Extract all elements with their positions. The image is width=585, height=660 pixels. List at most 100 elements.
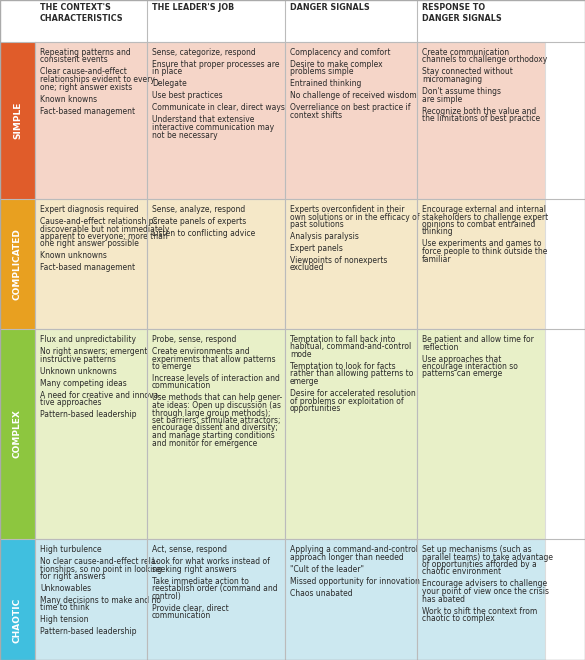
- Text: Probe, sense, respond: Probe, sense, respond: [152, 335, 236, 344]
- Text: Ensure that proper processes are: Ensure that proper processes are: [152, 60, 280, 69]
- Text: High tension: High tension: [40, 616, 88, 624]
- Text: one right answer possible: one right answer possible: [40, 240, 139, 249]
- Text: Create environments and: Create environments and: [152, 347, 250, 356]
- Text: Create communication: Create communication: [422, 48, 509, 57]
- Text: channels to challenge orthodoxy: channels to challenge orthodoxy: [422, 55, 547, 65]
- Text: has abated: has abated: [422, 595, 465, 603]
- Text: Repeating patterns and: Repeating patterns and: [40, 48, 131, 57]
- Text: Unknown unknowns: Unknown unknowns: [40, 366, 117, 376]
- Text: Analysis paralysis: Analysis paralysis: [290, 232, 359, 241]
- Text: Expert panels: Expert panels: [290, 244, 343, 253]
- Text: in place: in place: [152, 67, 182, 77]
- Text: micromanaging: micromanaging: [422, 75, 482, 84]
- Text: Flux and unpredictability: Flux and unpredictability: [40, 335, 136, 344]
- Text: Encourage external and internal: Encourage external and internal: [422, 205, 546, 214]
- Text: Act, sense, respond: Act, sense, respond: [152, 545, 227, 554]
- Text: and monitor for emergence: and monitor for emergence: [152, 438, 257, 447]
- Text: rather than allowing patterns to: rather than allowing patterns to: [290, 370, 414, 378]
- Bar: [35, 329, 147, 539]
- Text: Experts overconfident in their: Experts overconfident in their: [290, 205, 404, 214]
- Text: Use best practices: Use best practices: [152, 92, 223, 100]
- Text: Sense, categorize, respond: Sense, categorize, respond: [152, 48, 256, 57]
- Text: through large group methods);: through large group methods);: [152, 409, 270, 418]
- Bar: [417, 199, 545, 329]
- Bar: [0, 539, 35, 660]
- Text: Fact-based management: Fact-based management: [40, 263, 135, 273]
- Text: Chaos unabated: Chaos unabated: [290, 589, 353, 597]
- Text: not be necessary: not be necessary: [152, 131, 218, 139]
- Text: No challenge of received wisdom: No challenge of received wisdom: [290, 92, 417, 100]
- Text: stakeholders to challenge expert: stakeholders to challenge expert: [422, 213, 548, 222]
- Text: Recognize both the value and: Recognize both the value and: [422, 106, 536, 116]
- Text: thinking: thinking: [422, 228, 453, 236]
- Text: apparent to everyone; more than: apparent to everyone; more than: [40, 232, 168, 241]
- Text: approach longer than needed: approach longer than needed: [290, 552, 404, 562]
- Bar: [417, 42, 545, 199]
- Text: for right answers: for right answers: [40, 572, 105, 581]
- Text: communication: communication: [152, 381, 211, 391]
- Text: Viewpoints of nonexperts: Viewpoints of nonexperts: [290, 256, 387, 265]
- Text: Known unknowns: Known unknowns: [40, 251, 107, 261]
- Text: Understand that extensive: Understand that extensive: [152, 115, 254, 125]
- Text: Don't assume things: Don't assume things: [422, 87, 501, 96]
- Text: consistent events: consistent events: [40, 55, 108, 65]
- Text: COMPLEX: COMPLEX: [13, 410, 22, 459]
- Text: tionships, so no point in looking: tionships, so no point in looking: [40, 564, 162, 574]
- Text: Use methods that can help gener-: Use methods that can help gener-: [152, 393, 282, 403]
- Text: chaotic to complex: chaotic to complex: [422, 614, 495, 623]
- Text: time to think: time to think: [40, 603, 90, 612]
- Text: parallel teams) to take advantage: parallel teams) to take advantage: [422, 552, 553, 562]
- Text: No right answers; emergent: No right answers; emergent: [40, 347, 147, 356]
- Text: own solutions or in the efficacy of: own solutions or in the efficacy of: [290, 213, 419, 222]
- Text: Sense, analyze, respond: Sense, analyze, respond: [152, 205, 245, 214]
- Text: Many decisions to make and no: Many decisions to make and no: [40, 596, 161, 605]
- Bar: [147, 539, 285, 660]
- Text: Missed opportunity for innovation: Missed opportunity for innovation: [290, 576, 420, 585]
- Text: Stay connected without: Stay connected without: [422, 67, 513, 77]
- Text: Work to shift the context from: Work to shift the context from: [422, 607, 537, 616]
- Text: Set up mechanisms (such as: Set up mechanisms (such as: [422, 545, 532, 554]
- Text: Delegate: Delegate: [152, 79, 187, 88]
- Text: emerge: emerge: [290, 377, 319, 386]
- Text: to emerge: to emerge: [152, 362, 191, 371]
- Text: relationships evident to every-: relationships evident to every-: [40, 75, 157, 84]
- Text: Pattern-based leadership: Pattern-based leadership: [40, 628, 136, 636]
- Text: experiments that allow patterns: experiments that allow patterns: [152, 354, 276, 364]
- Text: discoverable but not immediately: discoverable but not immediately: [40, 224, 170, 234]
- Text: Encourage advisers to challenge: Encourage advisers to challenge: [422, 579, 547, 589]
- Text: High turbulence: High turbulence: [40, 545, 102, 554]
- Text: Unknowables: Unknowables: [40, 584, 91, 593]
- Text: patterns can emerge: patterns can emerge: [422, 370, 503, 378]
- Text: are simple: are simple: [422, 94, 462, 104]
- Text: COMPLICATED: COMPLICATED: [13, 228, 22, 300]
- Text: seeking right answers: seeking right answers: [152, 564, 236, 574]
- Text: communication: communication: [152, 611, 211, 620]
- Text: No clear cause-and-effect rela-: No clear cause-and-effect rela-: [40, 557, 159, 566]
- Text: Temptation to look for facts: Temptation to look for facts: [290, 362, 395, 371]
- Bar: [35, 539, 147, 660]
- Text: Desire to make complex: Desire to make complex: [290, 60, 383, 69]
- Text: Be patient and allow time for: Be patient and allow time for: [422, 335, 534, 344]
- Bar: [417, 539, 545, 660]
- Text: SIMPLE: SIMPLE: [13, 102, 22, 139]
- Bar: [417, 329, 545, 539]
- Text: force people to think outside the: force people to think outside the: [422, 247, 548, 256]
- Text: control): control): [152, 591, 182, 601]
- Text: encourage interaction so: encourage interaction so: [422, 362, 518, 371]
- Text: excluded: excluded: [290, 263, 325, 273]
- Text: opinions to combat entrained: opinions to combat entrained: [422, 220, 535, 229]
- Text: chaotic environment: chaotic environment: [422, 568, 501, 576]
- Text: past solutions: past solutions: [290, 220, 344, 229]
- Text: set barriers; stimulate attractors;: set barriers; stimulate attractors;: [152, 416, 280, 425]
- Text: Pattern-based leadership: Pattern-based leadership: [40, 410, 136, 419]
- Text: Fact-based management: Fact-based management: [40, 106, 135, 116]
- Bar: [35, 199, 147, 329]
- Text: THE LEADER'S JOB: THE LEADER'S JOB: [152, 3, 234, 12]
- Text: mode: mode: [290, 350, 311, 359]
- Text: habitual, command-and-control: habitual, command-and-control: [290, 343, 411, 352]
- Text: and manage starting conditions: and manage starting conditions: [152, 431, 275, 440]
- Text: CHAOTIC: CHAOTIC: [13, 598, 22, 643]
- Bar: [0, 199, 35, 329]
- Bar: [285, 329, 417, 539]
- Text: Create panels of experts: Create panels of experts: [152, 217, 246, 226]
